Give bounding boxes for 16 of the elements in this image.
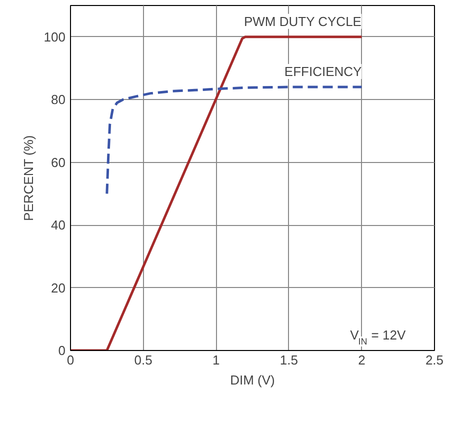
y-axis-title: PERCENT (%)	[20, 135, 36, 221]
y-tick-label: 40	[51, 218, 66, 233]
x-tick-label: 1	[212, 352, 220, 368]
series-label: PWM DUTY CYCLE	[244, 14, 362, 29]
y-tick-label: 20	[51, 280, 66, 296]
x-tick-label: 2.5	[425, 352, 444, 368]
y-tick-label: 80	[51, 92, 66, 108]
x-tick-label: 2	[358, 352, 366, 368]
y-tick-label: 0	[58, 343, 66, 358]
x-tick-label: 0.5	[134, 352, 152, 368]
series-label: EFFICIENCY	[284, 64, 362, 80]
y-tick-label: 60	[51, 154, 66, 170]
x-axis-title: DIM (V)	[230, 372, 275, 388]
y-tick-label: 100	[44, 29, 66, 44]
x-tick-label: 1.5	[280, 352, 298, 368]
line-series	[106, 86, 363, 195]
